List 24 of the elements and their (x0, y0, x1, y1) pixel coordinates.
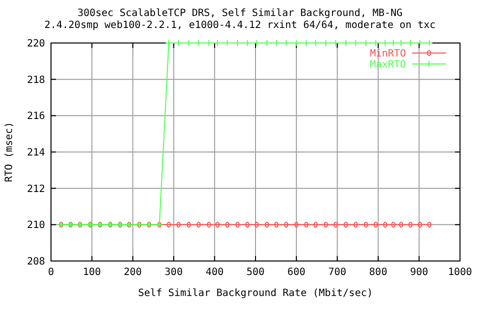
x-tick-label: 700 (328, 267, 346, 278)
x-tick-label: 1000 (448, 267, 472, 278)
y-tick-label: 210 (26, 220, 45, 232)
y-tick-label: 218 (26, 74, 45, 86)
y-axis-title: RTO (msec) (4, 122, 15, 182)
x-tick-label: 0 (48, 267, 54, 278)
y-tick-label: 220 (26, 38, 45, 50)
x-tick-label: 500 (246, 267, 265, 278)
x-axis-title: Self Similar Background Rate (Mbit/sec) (138, 288, 373, 299)
x-tick-label: 800 (369, 267, 388, 278)
legend-label: MaxRTO (370, 60, 406, 70)
x-tick-label: 300 (164, 267, 183, 278)
legend-label: MinRTO (370, 48, 406, 60)
x-tick-label: 200 (124, 267, 142, 278)
x-tick-label: 400 (206, 267, 224, 278)
y-tick-label: 212 (26, 184, 45, 195)
chart-subtitle: 2.4.20smp web100-2.2.1, e1000-4.4.12 rxint 64/64, moderate on txc (44, 20, 436, 31)
chart-title: 300sec ScalableTCP DRS, Self Similar Background, MB-NG (77, 8, 403, 19)
y-tick-label: 208 (26, 256, 45, 268)
x-tick-label: 900 (410, 267, 428, 278)
y-tick-label: 216 (26, 111, 45, 122)
x-tick-label: 600 (287, 267, 306, 278)
x-tick-label: 100 (82, 267, 101, 278)
y-tick-label: 214 (26, 148, 45, 158)
